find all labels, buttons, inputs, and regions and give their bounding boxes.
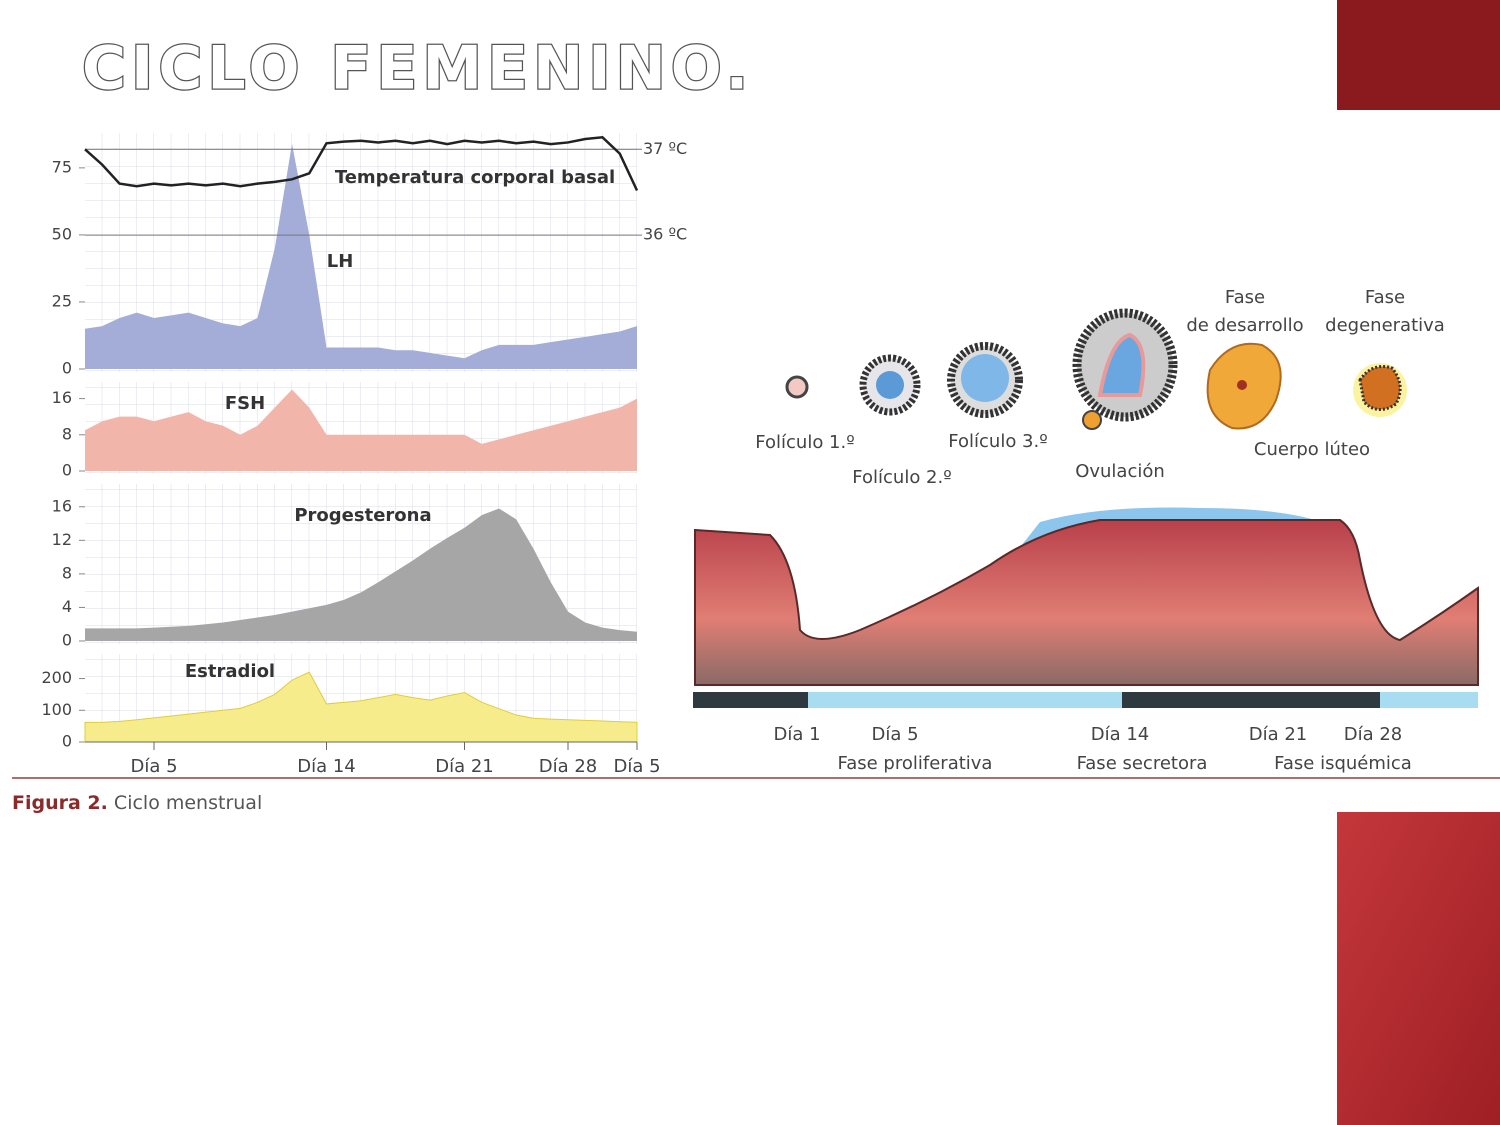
phase-bar-menstrual xyxy=(693,692,808,708)
y-tick-label: 0 xyxy=(62,461,72,480)
endometrium xyxy=(694,519,1479,686)
series-label: Estradiol xyxy=(185,661,275,682)
phase-label: Fase xyxy=(1225,287,1265,308)
y-tick-label: 4 xyxy=(62,597,72,616)
phase-bar-secretory xyxy=(1122,692,1380,708)
x-tick-label: Día 5 xyxy=(613,756,660,777)
corner-block xyxy=(1337,812,1500,1125)
x-tick-label: Día 21 xyxy=(435,756,494,777)
phase-label: Fase xyxy=(1365,287,1405,308)
phase-name: Fase proliferativa xyxy=(838,753,993,774)
ovulation-label: Ovulación xyxy=(1075,461,1165,482)
caption-label: Figura 2. xyxy=(12,792,108,814)
x-tick-label: Día 14 xyxy=(297,756,356,777)
follicle-3-antrum xyxy=(961,354,1009,402)
phase-label: degenerativa xyxy=(1325,315,1445,336)
series-label: LH xyxy=(327,251,354,272)
y-tick-label: 16 xyxy=(52,496,72,515)
area xyxy=(85,143,637,369)
corpus-degenerative xyxy=(1358,365,1402,411)
y2-tick-label: 36 ºC xyxy=(643,225,687,244)
temperature-line xyxy=(84,135,639,192)
follicle-label: Folículo 2.º xyxy=(852,467,951,488)
phase-name: Fase secretora xyxy=(1077,753,1208,774)
y-tick-label: 0 xyxy=(62,732,72,751)
y-tick-label: 8 xyxy=(62,563,72,582)
y-tick-label: 200 xyxy=(41,668,72,687)
ovulation-rupture xyxy=(1097,332,1146,397)
x-tick-label: Día 5 xyxy=(130,756,177,777)
hormone-chart: 0 25 50 75 LH 0 8 16 FSH 0 4 8 12 16 Progesterona 0 100 2… xyxy=(41,133,687,777)
area xyxy=(85,389,637,471)
corpus-label: Cuerpo lúteo xyxy=(1254,439,1370,460)
y-tick-label: 25 xyxy=(52,291,72,310)
caption-text: Ciclo menstrual xyxy=(114,792,262,814)
y-tick-label: 0 xyxy=(62,359,72,378)
slide-title: CICLO FEMENINO. xyxy=(82,34,753,104)
area xyxy=(85,508,637,641)
day-label: Día 5 xyxy=(871,724,918,745)
series-label: FSH xyxy=(225,393,265,414)
corner-block xyxy=(1337,0,1500,110)
series-label: Temperatura corporal basal xyxy=(335,167,615,188)
y-tick-label: 8 xyxy=(62,424,72,443)
phase-name: Fase isquémica xyxy=(1274,753,1412,774)
y-tick-label: 0 xyxy=(62,631,72,650)
phase-bar-proliferative xyxy=(808,692,1122,708)
day-label: Día 14 xyxy=(1091,724,1150,745)
follicle-1 xyxy=(785,375,809,399)
follicle-2-antrum xyxy=(876,371,904,399)
day-label: Día 28 xyxy=(1344,724,1403,745)
ovum xyxy=(1082,410,1102,430)
y-tick-label: 12 xyxy=(52,530,72,549)
day-label: Día 1 xyxy=(773,724,820,745)
phase-bar-ischemic xyxy=(1380,692,1478,708)
follicle-label: Folículo 3.º xyxy=(948,431,1047,452)
y2-tick-label: 37 ºC xyxy=(643,139,687,158)
figure-caption: Figura 2. Ciclo menstrual xyxy=(12,792,262,814)
y-tick-label: 100 xyxy=(41,700,72,719)
series-label: Progesterona xyxy=(294,505,431,526)
area xyxy=(84,671,638,743)
phase-label: de desarrollo xyxy=(1186,315,1303,336)
x-tick-label: Día 28 xyxy=(539,756,598,777)
corpus-luteum-core xyxy=(1237,380,1247,390)
diagram: Folículo 1.º Folículo 2.º Folículo 3.º O… xyxy=(693,287,1479,774)
y-tick-label: 16 xyxy=(52,388,72,407)
y-tick-label: 75 xyxy=(52,157,72,176)
day-label: Día 21 xyxy=(1249,724,1308,745)
follicle-label: Folículo 1.º xyxy=(755,432,854,453)
y-tick-label: 50 xyxy=(52,224,72,243)
